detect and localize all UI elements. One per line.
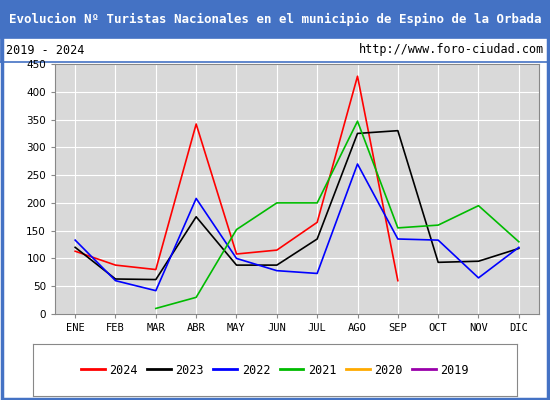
2022	[394, 236, 401, 241]
2021	[394, 226, 401, 230]
2021	[435, 223, 442, 228]
2022	[475, 276, 482, 280]
2023	[273, 263, 280, 268]
2023	[152, 277, 159, 282]
2021	[314, 200, 321, 205]
2022	[515, 245, 522, 250]
2022	[193, 196, 200, 201]
2021	[193, 295, 200, 300]
2023	[233, 263, 240, 268]
2023	[193, 214, 200, 219]
2023	[435, 260, 442, 265]
2022	[435, 238, 442, 242]
2023	[394, 128, 401, 133]
2023	[314, 236, 321, 241]
2021	[354, 119, 361, 124]
2022	[273, 268, 280, 273]
2023	[475, 259, 482, 264]
Text: 2019 - 2024: 2019 - 2024	[6, 44, 84, 56]
2023	[72, 245, 79, 250]
2024	[354, 74, 361, 79]
Line: 2024: 2024	[75, 76, 398, 281]
2022	[72, 238, 79, 242]
2023	[515, 246, 522, 251]
Line: 2023: 2023	[75, 131, 519, 280]
Text: Evolucion Nº Turistas Nacionales en el municipio de Espino de la Orbada: Evolucion Nº Turistas Nacionales en el m…	[9, 12, 541, 26]
Legend: 2024, 2023, 2022, 2021, 2020, 2019: 2024, 2023, 2022, 2021, 2020, 2019	[76, 359, 474, 381]
2022	[354, 162, 361, 166]
Line: 2021: 2021	[156, 121, 519, 308]
2021	[475, 203, 482, 208]
2024	[233, 252, 240, 256]
2022	[112, 278, 119, 283]
2024	[394, 278, 401, 283]
2023	[354, 131, 361, 136]
2024	[193, 122, 200, 126]
2022	[152, 288, 159, 293]
2023	[112, 277, 119, 282]
2022	[233, 256, 240, 261]
2024	[152, 267, 159, 272]
2021	[515, 239, 522, 244]
2021	[233, 227, 240, 232]
2021	[273, 200, 280, 205]
Line: 2022: 2022	[75, 164, 519, 291]
2021	[152, 306, 159, 311]
2024	[273, 248, 280, 252]
2024	[314, 220, 321, 225]
2022	[314, 271, 321, 276]
2024	[112, 263, 119, 268]
Text: http://www.foro-ciudad.com: http://www.foro-ciudad.com	[359, 44, 544, 56]
2024	[72, 249, 79, 254]
